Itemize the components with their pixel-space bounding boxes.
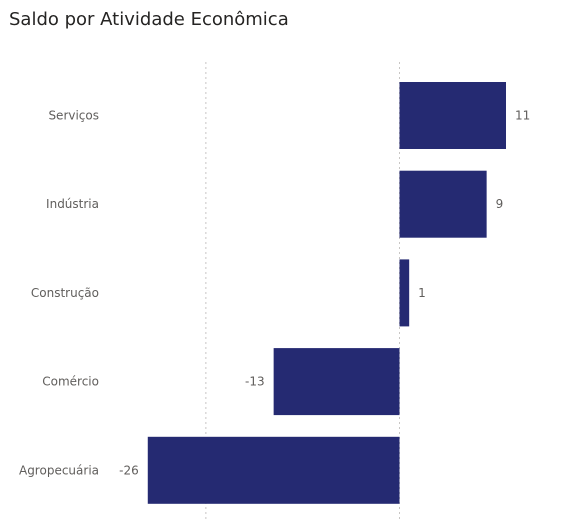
category-labels: Serviços Indústria Construção Comércio Agrop… xyxy=(19,109,99,478)
bars xyxy=(147,82,507,504)
value-label-2: 1 xyxy=(418,286,426,300)
category-label-4: Agropecuária xyxy=(19,463,99,477)
value-label-4: -26 xyxy=(119,463,139,477)
value-label-0: 11 xyxy=(515,109,530,123)
value-label-1: 9 xyxy=(496,197,504,211)
category-label-1: Indústria xyxy=(46,197,99,211)
chart-title: Saldo por Atividade Econômica xyxy=(9,9,289,30)
bar-4[interactable] xyxy=(147,436,400,504)
category-label-2: Construção xyxy=(31,286,99,300)
value-labels: 11 9 1 -13 -26 xyxy=(119,109,530,478)
bar-2[interactable] xyxy=(399,259,410,327)
category-label-0: Serviços xyxy=(48,109,99,123)
bar-0[interactable] xyxy=(399,82,507,149)
bar-3[interactable] xyxy=(273,348,400,416)
category-label-3: Comércio xyxy=(42,375,99,389)
value-label-3: -13 xyxy=(245,375,265,389)
bar-1[interactable] xyxy=(399,170,487,238)
